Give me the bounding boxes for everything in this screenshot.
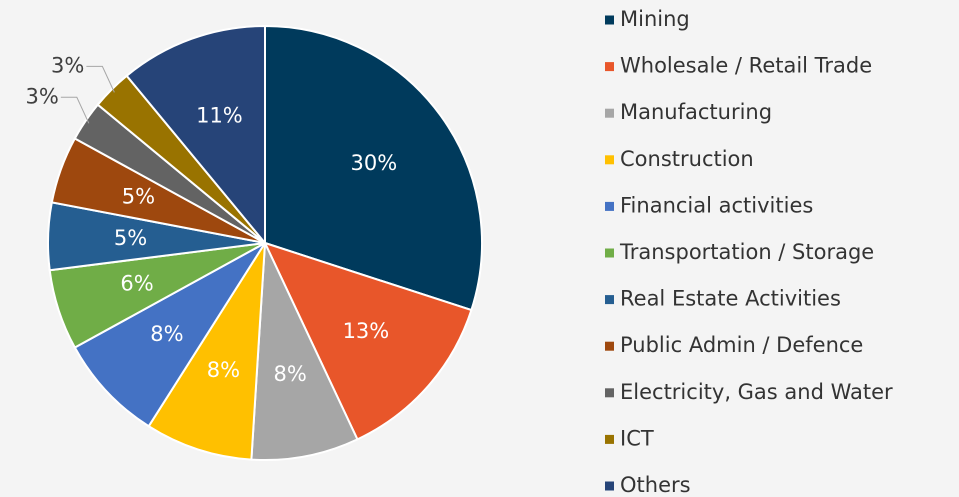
pie-slice	[73, 242, 266, 428]
leader-line	[86, 65, 115, 93]
legend-swatch	[605, 434, 614, 444]
legend-swatch	[605, 248, 614, 258]
legend-swatch	[605, 108, 614, 118]
legend-swatch	[605, 295, 614, 305]
legend-swatch	[605, 15, 614, 25]
legend-swatch	[605, 341, 614, 351]
data-label: 30%	[351, 151, 398, 175]
legend-label: Electricity, Gas and Water	[620, 380, 893, 404]
data-label: 5%	[122, 184, 155, 208]
legend-label: Manufacturing	[620, 100, 772, 124]
legend-label: Financial activities	[620, 193, 813, 217]
data-label: 3%	[51, 53, 84, 77]
legend-label: Construction	[620, 147, 754, 171]
pie-slice	[147, 242, 266, 461]
pie-slice	[250, 242, 359, 461]
data-label: 8%	[150, 322, 183, 346]
legend-label: Transportation / Storage	[619, 240, 874, 264]
legend-label: ICT	[620, 426, 654, 450]
legend-label: Wholesale / Retail Trade	[620, 54, 872, 78]
data-label: 6%	[120, 272, 153, 296]
legend-label: Real Estate Activities	[620, 287, 841, 311]
pie-slice	[264, 24, 483, 312]
legend-swatch	[605, 481, 614, 491]
legend-swatch	[605, 388, 614, 398]
data-label: 5%	[114, 226, 147, 250]
data-label: 13%	[343, 319, 390, 343]
legend-label: Public Admin / Defence	[620, 333, 863, 357]
data-label: 8%	[207, 358, 240, 382]
legend-label: Others	[620, 473, 691, 497]
data-label: 11%	[196, 103, 243, 127]
legend-swatch	[605, 201, 614, 211]
data-label: 3%	[26, 84, 59, 108]
leader-line	[60, 96, 90, 124]
pie-slice	[125, 24, 266, 246]
legend-label: Mining	[620, 7, 690, 31]
legend-swatch	[605, 62, 614, 72]
legend-swatch	[605, 155, 614, 165]
data-label: 8%	[274, 362, 307, 386]
pie-slice	[263, 241, 473, 441]
